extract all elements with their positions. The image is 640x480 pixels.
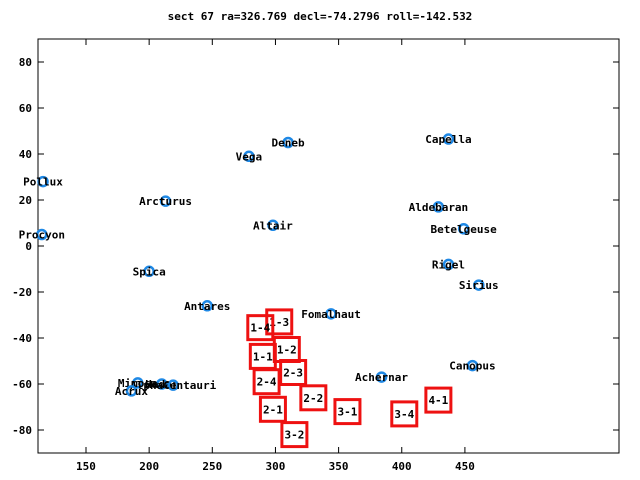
y-tick-label: 60 <box>19 102 32 115</box>
sector-label: 2-4 <box>257 376 277 389</box>
star-marker <box>156 378 168 390</box>
x-tick-label: 400 <box>392 460 412 473</box>
x-tick-label: 300 <box>266 460 286 473</box>
star-label: Betelgeuse <box>431 223 498 236</box>
y-tick-label: -20 <box>12 286 32 299</box>
star-marker <box>432 201 445 213</box>
y-tick-label: 0 <box>25 240 32 253</box>
star-marker <box>473 279 485 291</box>
sector-box <box>279 359 308 386</box>
sector-label: 2-3 <box>283 367 303 380</box>
star-label: Spica <box>133 265 166 278</box>
star-marker <box>159 195 172 207</box>
star-marker <box>167 379 179 391</box>
x-tick-label: 200 <box>139 460 159 473</box>
star-marker <box>125 385 138 397</box>
star-marker <box>143 265 155 278</box>
star-label: Canopus <box>449 360 495 373</box>
sector-label: 3-4 <box>394 408 414 421</box>
sector-label: 3-2 <box>284 429 304 442</box>
star-label: Aldebaran <box>409 201 469 214</box>
star-label: AlphaCentauri <box>130 379 216 392</box>
star-marker <box>457 223 470 235</box>
star-points: Capella Deneb Vega Pollux Arcturus Aldebaran A… <box>19 133 499 398</box>
star-label: Vega <box>236 150 263 163</box>
sector-box <box>333 398 362 426</box>
star-label: Sirius <box>459 279 499 292</box>
y-tick-label: 80 <box>19 56 32 69</box>
star-label: Rigel <box>432 258 465 271</box>
star-marker <box>201 300 213 312</box>
sector-box <box>265 308 294 336</box>
star-marker <box>282 136 294 149</box>
sector-label: 4-1 <box>428 394 448 407</box>
sector-label: 3-1 <box>338 406 358 419</box>
star-marker <box>466 359 479 372</box>
star-marker <box>375 371 388 383</box>
x-tick-label: 250 <box>202 460 222 473</box>
y-tick-label: 40 <box>19 148 32 161</box>
sector-label: 1-1 <box>253 350 273 363</box>
sector-label: 1-2 <box>277 344 297 357</box>
star-marker <box>243 150 255 163</box>
star-label: Capella <box>425 133 471 146</box>
sector-label: 1-4 <box>250 322 270 335</box>
star-label: Antares <box>184 300 230 313</box>
star-label: Fomalhaut <box>301 308 361 321</box>
sector-box <box>299 384 328 412</box>
y-tick-label: -80 <box>12 424 32 437</box>
sector-box <box>424 386 453 414</box>
star-marker <box>442 133 455 145</box>
x-tick-label: 450 <box>455 460 475 473</box>
sector-box <box>390 400 419 428</box>
chart-title: sect 67 ra=326.769 decl=-74.2796 roll=-1… <box>167 10 473 23</box>
y-tick-label: 20 <box>19 194 32 207</box>
y-tick-label: -60 <box>12 378 32 391</box>
star-marker <box>132 377 144 389</box>
sector-box <box>252 368 281 396</box>
star-label: Procyon <box>19 229 65 242</box>
star-marker <box>442 258 455 271</box>
sector-box <box>258 395 287 423</box>
star-marker <box>37 175 49 188</box>
star-marker <box>36 228 48 241</box>
star-marker <box>325 308 337 320</box>
star-label: Deneb <box>272 137 305 150</box>
star-label: Acrux <box>115 385 148 398</box>
star-label: Pollux <box>23 176 63 189</box>
star-label: Altair <box>253 219 293 232</box>
sector-boxes: 1-31-41-21-12-32-42-22-1 3-1 3-44-13-2 <box>246 308 453 449</box>
sector-box <box>280 421 309 449</box>
star-label: Arcturus <box>139 195 192 208</box>
star-marker <box>267 219 279 232</box>
sector-label: 2-2 <box>303 392 323 405</box>
sector-box <box>246 314 275 342</box>
x-tick-label: 150 <box>76 460 96 473</box>
y-tick-label: -40 <box>12 332 32 345</box>
star-label: Achernar <box>355 371 408 384</box>
axes: 150 200 250 300 350 400 450 -80 -60 -40 -20 0 20 40 60… <box>12 38 620 473</box>
sector-label: 2-1 <box>263 403 283 416</box>
x-tick-label: 350 <box>329 460 349 473</box>
